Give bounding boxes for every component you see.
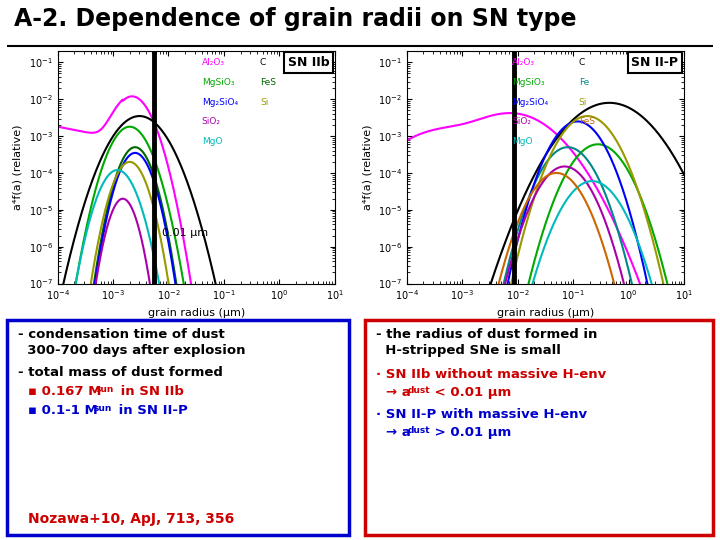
Text: Fe: Fe (579, 78, 589, 87)
Text: MgSiO₃: MgSiO₃ (202, 78, 234, 87)
Text: ▪ 0.1-1 M: ▪ 0.1-1 M (28, 404, 98, 417)
Text: FeS: FeS (579, 118, 595, 126)
X-axis label: grain radius (μm): grain radius (μm) (148, 308, 245, 318)
Text: dust: dust (408, 386, 431, 395)
Text: · SN IIb without massive H-env: · SN IIb without massive H-env (376, 368, 606, 381)
Text: Si: Si (260, 98, 269, 107)
Text: ▪ 0.167 M: ▪ 0.167 M (28, 385, 102, 398)
Text: > 0.01 μm: > 0.01 μm (430, 426, 511, 439)
Text: Mg₂SiO₄: Mg₂SiO₄ (512, 98, 548, 107)
Text: sun: sun (93, 404, 112, 413)
Text: dust: dust (408, 426, 431, 435)
Text: MgO: MgO (202, 137, 222, 146)
Text: < 0.01 μm: < 0.01 μm (430, 386, 511, 399)
Text: C: C (579, 58, 585, 68)
Text: Mg₂SiO₄: Mg₂SiO₄ (202, 98, 238, 107)
Text: in SN II-P: in SN II-P (114, 404, 188, 417)
Text: 0.01 μm: 0.01 μm (162, 227, 208, 238)
Text: → a: → a (386, 386, 410, 399)
Text: SN II-P: SN II-P (631, 56, 678, 69)
Text: H-stripped SNe is small: H-stripped SNe is small (376, 344, 561, 357)
Text: Si: Si (579, 98, 587, 107)
X-axis label: grain radius (μm): grain radius (μm) (497, 308, 594, 318)
Text: sun: sun (95, 385, 113, 394)
Text: A-2. Dependence of grain radii on SN type: A-2. Dependence of grain radii on SN typ… (14, 7, 577, 31)
Bar (365, 320, 713, 535)
Text: MgO: MgO (512, 137, 533, 146)
Y-axis label: a⁴f(a) (relative): a⁴f(a) (relative) (362, 125, 372, 210)
Text: FeS: FeS (260, 78, 276, 87)
Text: - total mass of dust formed: - total mass of dust formed (18, 366, 223, 379)
Text: in SN IIb: in SN IIb (116, 385, 184, 398)
Text: SiO₂: SiO₂ (512, 118, 531, 126)
Text: SN IIb: SN IIb (287, 56, 329, 69)
Text: 300-700 days after explosion: 300-700 days after explosion (18, 344, 246, 357)
Bar (7, 320, 349, 535)
Y-axis label: a⁴f(a) (relative): a⁴f(a) (relative) (13, 125, 23, 210)
Text: Al₂O₃: Al₂O₃ (512, 58, 535, 68)
Text: MgSiO₃: MgSiO₃ (512, 78, 544, 87)
Text: · SN II-P with massive H-env: · SN II-P with massive H-env (376, 408, 587, 421)
Text: Nozawa+10, ApJ, 713, 356: Nozawa+10, ApJ, 713, 356 (28, 512, 234, 526)
Text: - the radius of dust formed in: - the radius of dust formed in (376, 328, 598, 341)
Text: - condensation time of dust: - condensation time of dust (18, 328, 225, 341)
Text: SiO₂: SiO₂ (202, 118, 221, 126)
Text: → a: → a (386, 426, 410, 439)
Text: C: C (260, 58, 266, 68)
Text: Al₂O₃: Al₂O₃ (202, 58, 225, 68)
